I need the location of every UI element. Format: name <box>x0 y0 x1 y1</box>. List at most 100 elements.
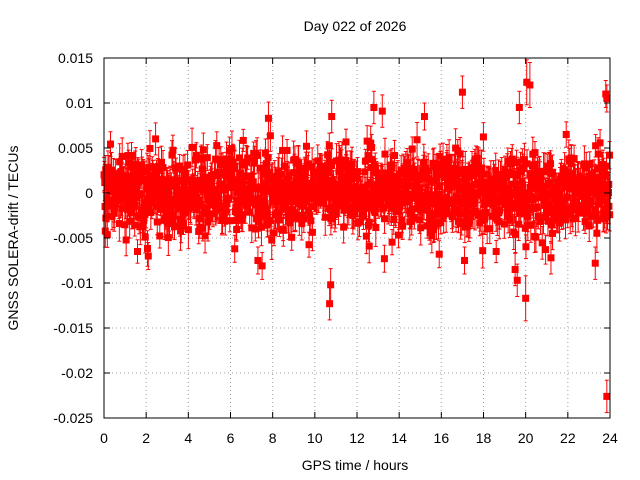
data-point <box>181 209 189 217</box>
data-point <box>508 155 516 163</box>
data-point <box>335 202 343 210</box>
data-point <box>355 184 363 192</box>
data-point <box>199 224 207 232</box>
data-point <box>169 212 177 220</box>
data-point <box>547 160 555 168</box>
data-point <box>429 210 437 218</box>
data-point <box>206 214 214 222</box>
data-point <box>448 175 456 183</box>
data-point <box>420 158 428 166</box>
data-point <box>129 189 137 197</box>
data-point <box>363 137 371 145</box>
data-point <box>549 229 557 237</box>
data-point <box>225 194 233 202</box>
data-point <box>302 193 310 201</box>
data-point <box>342 156 350 164</box>
data-point <box>372 169 380 177</box>
data-point <box>394 231 402 239</box>
data-point <box>278 170 286 178</box>
data-point <box>295 159 303 167</box>
data-point <box>371 209 379 217</box>
data-point <box>257 223 265 231</box>
data-point <box>266 168 274 176</box>
data-point <box>123 172 131 180</box>
data-point <box>184 161 192 169</box>
data-point <box>413 136 421 144</box>
data-point <box>376 200 384 208</box>
data-point <box>544 217 552 225</box>
data-point <box>119 204 127 212</box>
data-point <box>233 188 241 196</box>
data-point <box>300 215 308 223</box>
data-point <box>318 162 326 170</box>
data-point <box>159 164 167 172</box>
data-point <box>453 205 461 213</box>
data-point <box>215 195 223 203</box>
data-point <box>542 246 550 254</box>
data-point <box>214 172 222 180</box>
data-point <box>442 209 450 217</box>
data-point <box>451 164 459 172</box>
data-point <box>490 177 498 185</box>
data-point <box>541 167 549 175</box>
data-point <box>357 189 365 197</box>
data-point <box>271 175 279 183</box>
data-point <box>219 161 227 169</box>
data-point <box>482 208 490 216</box>
data-point <box>152 202 160 210</box>
data-point <box>367 163 375 171</box>
data-point <box>177 227 185 235</box>
data-point <box>104 163 112 171</box>
data-point <box>462 203 470 211</box>
data-point <box>251 156 259 164</box>
data-point <box>231 176 239 184</box>
data-point <box>118 152 126 160</box>
data-point <box>141 233 149 241</box>
data-point <box>516 202 524 210</box>
data-point <box>437 219 445 227</box>
data-point <box>239 136 247 144</box>
data-point <box>105 196 113 204</box>
data-point <box>190 182 198 190</box>
data-point <box>170 223 178 231</box>
data-point <box>257 164 265 172</box>
data-point <box>545 205 553 213</box>
data-point <box>268 236 276 244</box>
data-point <box>238 161 246 169</box>
data-point <box>372 224 380 232</box>
data-point <box>226 217 234 225</box>
data-point <box>161 194 169 202</box>
data-point <box>504 206 512 214</box>
data-point <box>170 176 178 184</box>
data-point <box>285 171 293 179</box>
data-point <box>233 225 241 233</box>
data-point <box>511 230 519 238</box>
data-point <box>324 151 332 159</box>
data-point <box>127 151 135 159</box>
data-point <box>115 220 123 228</box>
data-point <box>471 207 479 215</box>
data-point <box>185 178 193 186</box>
data-point <box>481 200 489 208</box>
data-point <box>242 201 250 209</box>
data-point <box>279 226 287 234</box>
data-point <box>199 146 207 154</box>
data-point <box>134 248 142 255</box>
data-point <box>139 223 147 231</box>
data-point <box>181 170 189 178</box>
data-point <box>367 139 375 147</box>
data-point <box>387 181 395 189</box>
data-point <box>167 182 175 190</box>
data-point <box>215 156 223 164</box>
data-point <box>396 203 404 211</box>
data-point <box>157 205 165 213</box>
data-point <box>211 186 219 194</box>
data-point <box>261 199 269 207</box>
data-point <box>283 146 291 154</box>
data-point <box>176 162 184 170</box>
data-point <box>394 173 402 181</box>
data-point <box>492 166 500 174</box>
data-point <box>361 157 369 165</box>
data-point <box>436 182 444 190</box>
data-point <box>289 195 297 203</box>
